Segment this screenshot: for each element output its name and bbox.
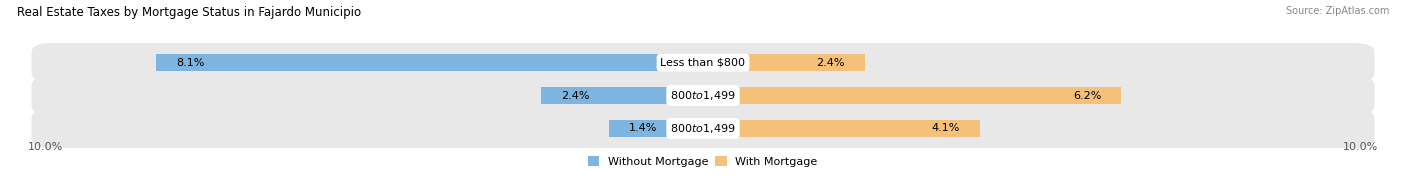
- Bar: [703, 120, 980, 137]
- Text: $800 to $1,499: $800 to $1,499: [671, 89, 735, 102]
- FancyBboxPatch shape: [31, 76, 1375, 115]
- Text: 10.0%: 10.0%: [28, 142, 63, 152]
- Text: 6.2%: 6.2%: [1073, 90, 1101, 101]
- Text: 8.1%: 8.1%: [177, 58, 205, 68]
- Bar: [703, 54, 865, 71]
- FancyBboxPatch shape: [31, 109, 1375, 148]
- Text: 1.4%: 1.4%: [628, 123, 657, 133]
- Text: 2.4%: 2.4%: [561, 90, 589, 101]
- Bar: [703, 87, 1122, 104]
- FancyBboxPatch shape: [31, 43, 1375, 82]
- Text: $800 to $1,499: $800 to $1,499: [671, 122, 735, 135]
- Text: Less than $800: Less than $800: [661, 58, 745, 68]
- Text: Source: ZipAtlas.com: Source: ZipAtlas.com: [1285, 6, 1389, 16]
- Text: 2.4%: 2.4%: [817, 58, 845, 68]
- Text: Real Estate Taxes by Mortgage Status in Fajardo Municipio: Real Estate Taxes by Mortgage Status in …: [17, 6, 361, 19]
- Bar: [156, 54, 703, 71]
- Bar: [541, 87, 703, 104]
- Legend: Without Mortgage, With Mortgage: Without Mortgage, With Mortgage: [588, 156, 818, 167]
- Text: 10.0%: 10.0%: [1343, 142, 1378, 152]
- Text: 4.1%: 4.1%: [931, 123, 959, 133]
- Bar: [609, 120, 703, 137]
